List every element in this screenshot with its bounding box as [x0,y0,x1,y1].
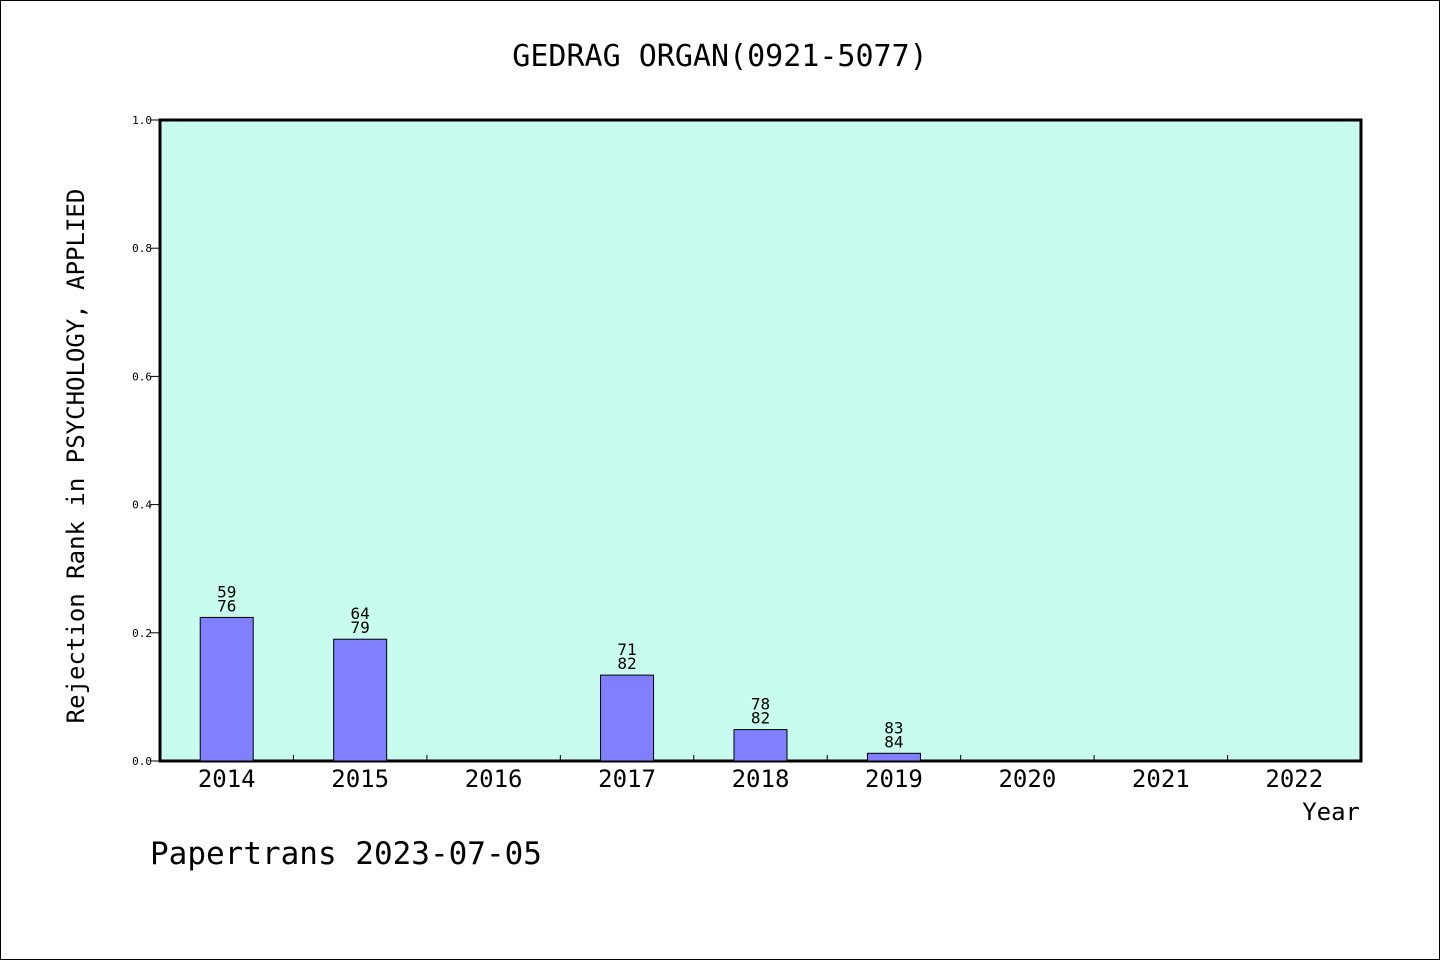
x-tick-label: 2015 [331,765,389,793]
bar-label-top-2014: 59 [217,582,236,601]
bar-label-bottom-2014: 76 [217,596,236,615]
x-axis-label: Year [1302,798,1360,826]
bar-2018 [733,729,788,762]
y-tick-label: 1.0 [132,114,152,127]
chart-title: GEDRAG ORGAN(0921-5077) [512,39,927,74]
bar-2014 [199,616,254,762]
bar-label-bottom-2018: 82 [751,709,770,728]
bar-label-top-2015: 64 [351,604,370,623]
y-tick-label: 0.6 [132,370,152,383]
x-tick-label: 2018 [732,765,790,793]
x-tick-label: 2014 [198,765,256,793]
bar-label-top-2018: 78 [751,695,770,714]
footer-credit: Papertrans 2023-07-05 [150,836,542,872]
bar-label-bottom-2015: 79 [351,618,370,637]
y-tick-label: 0.0 [132,755,152,768]
bar-2019 [866,752,921,762]
bar-series [199,616,921,762]
y-axis-ticks: 0.0 0.2 0.4 0.6 0.8 1.0 [132,114,160,768]
y-tick-label: 0.8 [132,242,152,255]
x-tick-label: 2021 [1132,765,1190,793]
bar-label-bottom-2019: 84 [884,732,903,751]
bar-label-top-2017: 71 [617,640,636,659]
bar-2017 [600,674,655,762]
x-tick-label: 2019 [865,765,923,793]
bar-label-top-2019: 83 [884,718,903,737]
x-tick-label: 2022 [1265,765,1323,793]
y-tick-label: 0.2 [132,627,152,640]
bar-2015 [333,638,388,762]
bar-label-bottom-2017: 82 [617,654,636,673]
x-axis-ticks: 2014 2015 2016 2017 2018 2019 2020 2021 2022 [198,755,1323,793]
x-tick-label: 2017 [598,765,656,793]
y-axis-label: Rejection Rank in PSYCHOLOGY, APPLIED [62,189,90,724]
y-tick-label: 0.4 [132,499,152,512]
x-tick-label: 2016 [465,765,523,793]
x-tick-label: 2020 [998,765,1056,793]
